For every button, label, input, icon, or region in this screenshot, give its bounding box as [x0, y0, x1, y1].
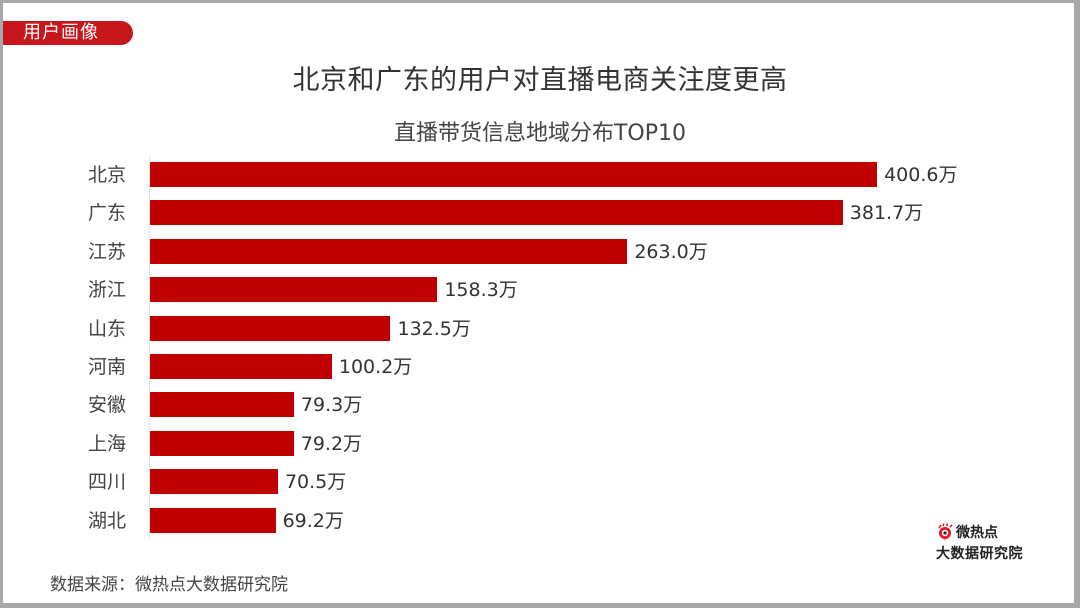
bar-row: 河南 100.2万 [0, 354, 1080, 380]
category-label: 四川 [88, 471, 127, 494]
value-label: 381.7万 [849, 202, 924, 225]
bar-row: 江苏 263.0万 [0, 238, 1080, 265]
value-label: 158.3万 [444, 279, 518, 302]
bar [150, 354, 332, 379]
chart-title: 直播带货信息地域分布TOP10 [393, 121, 687, 146]
value-label: 400.6万 [884, 164, 958, 186]
category-label: 浙江 [88, 279, 127, 302]
section-tag: 用户画像 [3, 21, 133, 45]
logo-text-line2: 大数据研究院 [936, 546, 1023, 562]
chart-headline: 北京和广东的用户对直播电商关注度更高 [292, 65, 788, 96]
value-label: 100.2万 [338, 356, 413, 378]
value-label: 69.2万 [282, 509, 344, 532]
bar [150, 200, 843, 226]
logo-text-line1: 微热点 [956, 525, 998, 541]
weibo-eye-icon [936, 523, 954, 541]
value-label: 132.5万 [397, 317, 471, 340]
bar [150, 430, 294, 456]
chart-canvas [3, 3, 1074, 603]
bar-row: 湖北 69.2万 [0, 507, 1080, 534]
bar [150, 315, 391, 341]
category-label: 山东 [88, 317, 127, 340]
category-label: 北京 [88, 164, 127, 186]
value-label: 70.5万 [284, 471, 347, 494]
publisher-logo: 微热点 大数据研究院 [936, 522, 1046, 563]
category-label: 安徽 [88, 394, 127, 417]
bar-row: 上海 79.2万 [0, 430, 1080, 457]
category-label: 湖北 [88, 509, 127, 532]
bar-row: 浙江 158.3万 [0, 277, 1080, 303]
bar-row: 广东 381.7万 [0, 200, 1080, 226]
y-axis-line [149, 156, 150, 538]
bar-row: 四川 70.5万 [0, 469, 1080, 495]
category-label: 上海 [88, 432, 127, 455]
data-source-note: 数据来源：微热点大数据研究院 [50, 575, 288, 595]
bar [150, 392, 294, 418]
bar [150, 277, 438, 303]
value-label: 79.2万 [300, 432, 363, 455]
value-label: 263.0万 [634, 240, 708, 263]
bar-row: 安徽 79.3万 [0, 392, 1080, 418]
category-label: 广东 [88, 202, 127, 225]
category-label: 江苏 [88, 240, 127, 263]
bar [150, 162, 878, 187]
bar [150, 469, 278, 495]
value-label: 79.3万 [300, 394, 363, 417]
bar-row: 北京 400.6万 [0, 162, 1080, 188]
bar [150, 238, 628, 264]
bar [150, 507, 276, 533]
category-label: 河南 [88, 356, 127, 378]
bar-row: 山东 132.5万 [0, 315, 1080, 342]
